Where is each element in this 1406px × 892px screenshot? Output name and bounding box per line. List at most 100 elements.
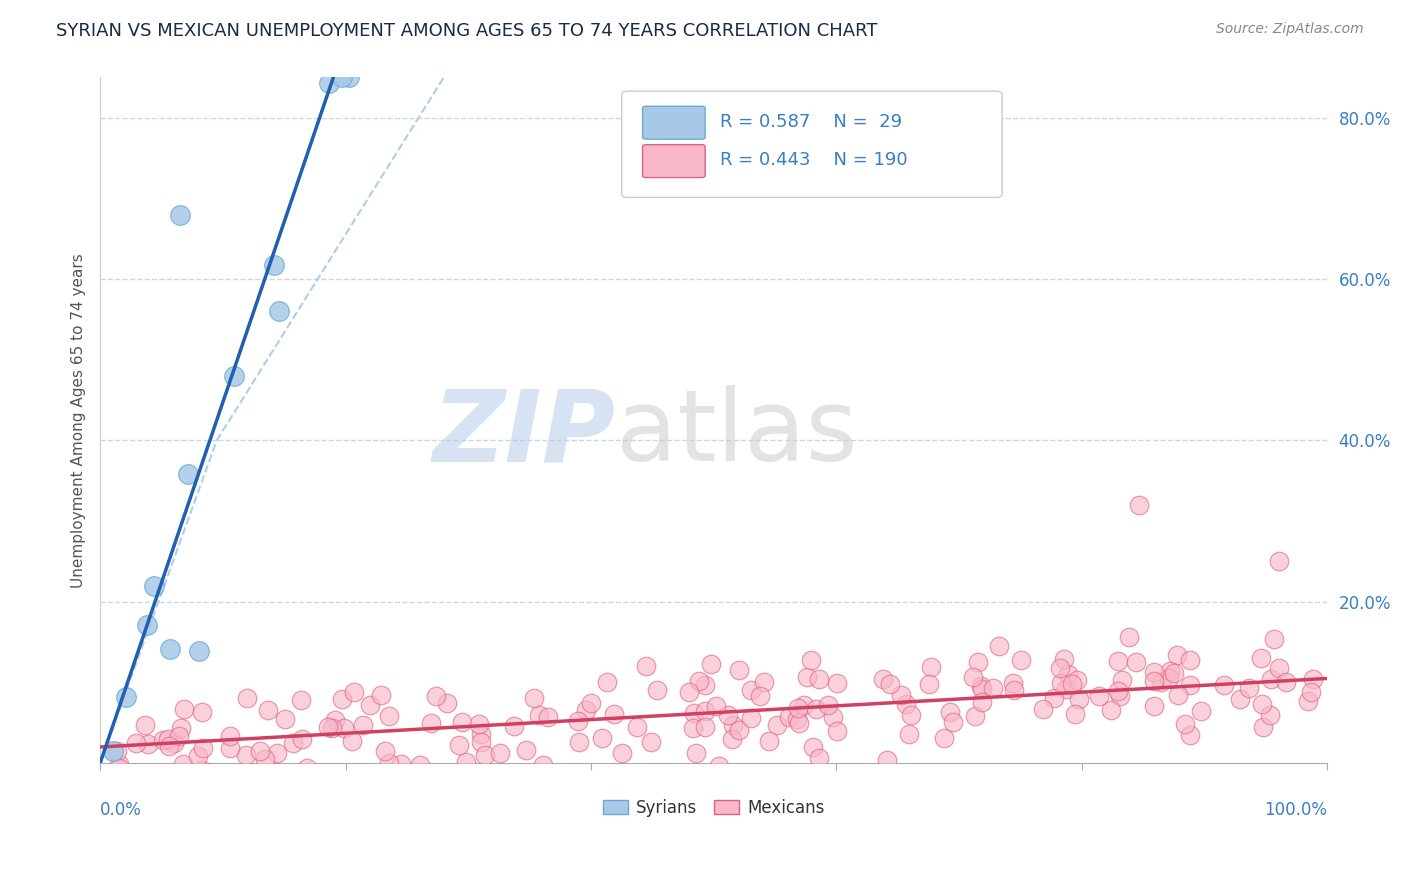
Point <box>1189 704 1212 718</box>
Point <box>503 719 526 733</box>
Point <box>682 721 704 735</box>
Point <box>134 718 156 732</box>
Point <box>337 70 360 85</box>
Point <box>159 641 181 656</box>
Point <box>90 780 112 795</box>
Point <box>825 675 848 690</box>
Point <box>1166 648 1188 662</box>
Point <box>568 735 591 749</box>
Point <box>962 670 984 684</box>
Point <box>340 733 363 747</box>
Point <box>602 707 624 722</box>
Point <box>1143 673 1166 688</box>
Point <box>1052 652 1074 666</box>
Point <box>740 711 762 725</box>
Point <box>685 747 707 761</box>
Point <box>389 756 412 771</box>
Point <box>1107 654 1129 668</box>
Point <box>235 690 257 705</box>
Point <box>1067 691 1090 706</box>
Point <box>970 695 993 709</box>
Point <box>804 702 827 716</box>
Point <box>1268 554 1291 568</box>
Point <box>1163 666 1185 681</box>
Point <box>173 702 195 716</box>
Point <box>470 735 492 749</box>
Point <box>91 780 114 795</box>
Point <box>1054 682 1077 697</box>
Point <box>1002 683 1025 698</box>
Point <box>529 707 551 722</box>
Point <box>1296 694 1319 708</box>
Point <box>1159 671 1181 685</box>
Point <box>981 681 1004 696</box>
Point <box>693 678 716 692</box>
Point <box>786 712 808 726</box>
Point <box>515 743 537 757</box>
Point <box>436 697 458 711</box>
Point <box>636 659 658 673</box>
Point <box>135 618 157 632</box>
Point <box>626 720 648 734</box>
Point <box>108 761 131 775</box>
Point <box>152 732 174 747</box>
Point <box>879 677 901 691</box>
Point <box>918 677 941 691</box>
Point <box>575 703 598 717</box>
Point <box>640 735 662 749</box>
Point <box>219 741 242 756</box>
Point <box>190 765 212 780</box>
Point <box>330 70 353 85</box>
Point <box>1263 632 1285 647</box>
Point <box>1178 728 1201 742</box>
Point <box>420 716 443 731</box>
Point <box>596 675 619 690</box>
Point <box>156 731 179 746</box>
Point <box>721 718 744 732</box>
Point <box>1302 672 1324 686</box>
Point <box>1066 673 1088 688</box>
Point <box>378 756 401 770</box>
Point <box>167 729 190 743</box>
Point <box>1178 653 1201 667</box>
Point <box>900 707 922 722</box>
Point <box>177 467 200 482</box>
Point <box>1057 666 1080 681</box>
Point <box>425 689 447 703</box>
Point <box>825 724 848 739</box>
Point <box>374 744 396 758</box>
Point <box>749 689 772 703</box>
Point <box>468 717 491 731</box>
Point <box>249 772 271 787</box>
Point <box>1107 683 1129 698</box>
Point <box>191 741 214 756</box>
Point <box>537 709 560 723</box>
Point <box>447 739 470 753</box>
Point <box>474 748 496 763</box>
Point <box>581 696 603 710</box>
Point <box>1060 677 1083 691</box>
Point <box>169 208 191 222</box>
Point <box>1042 690 1064 705</box>
Text: atlas: atlas <box>616 385 858 483</box>
Point <box>380 766 402 780</box>
Point <box>321 721 343 735</box>
Point <box>125 736 148 750</box>
Point <box>967 655 990 669</box>
Point <box>188 643 211 657</box>
Text: 100.0%: 100.0% <box>1264 801 1327 819</box>
Point <box>136 737 159 751</box>
FancyBboxPatch shape <box>643 145 706 178</box>
Point <box>297 761 319 775</box>
Point <box>591 731 613 745</box>
Point <box>1010 653 1032 667</box>
Point <box>1050 676 1073 690</box>
Point <box>817 698 839 712</box>
Point <box>91 780 114 795</box>
Point <box>108 756 131 771</box>
Point <box>807 751 830 765</box>
Point <box>789 716 811 731</box>
Point <box>970 679 993 693</box>
Point <box>352 718 374 732</box>
Point <box>1064 706 1087 721</box>
